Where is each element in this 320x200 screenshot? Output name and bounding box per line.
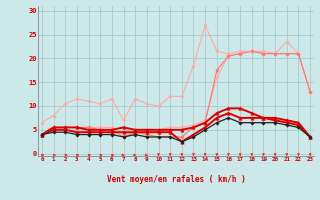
X-axis label: Vent moyen/en rafales ( km/h ): Vent moyen/en rafales ( km/h ) (107, 175, 245, 184)
